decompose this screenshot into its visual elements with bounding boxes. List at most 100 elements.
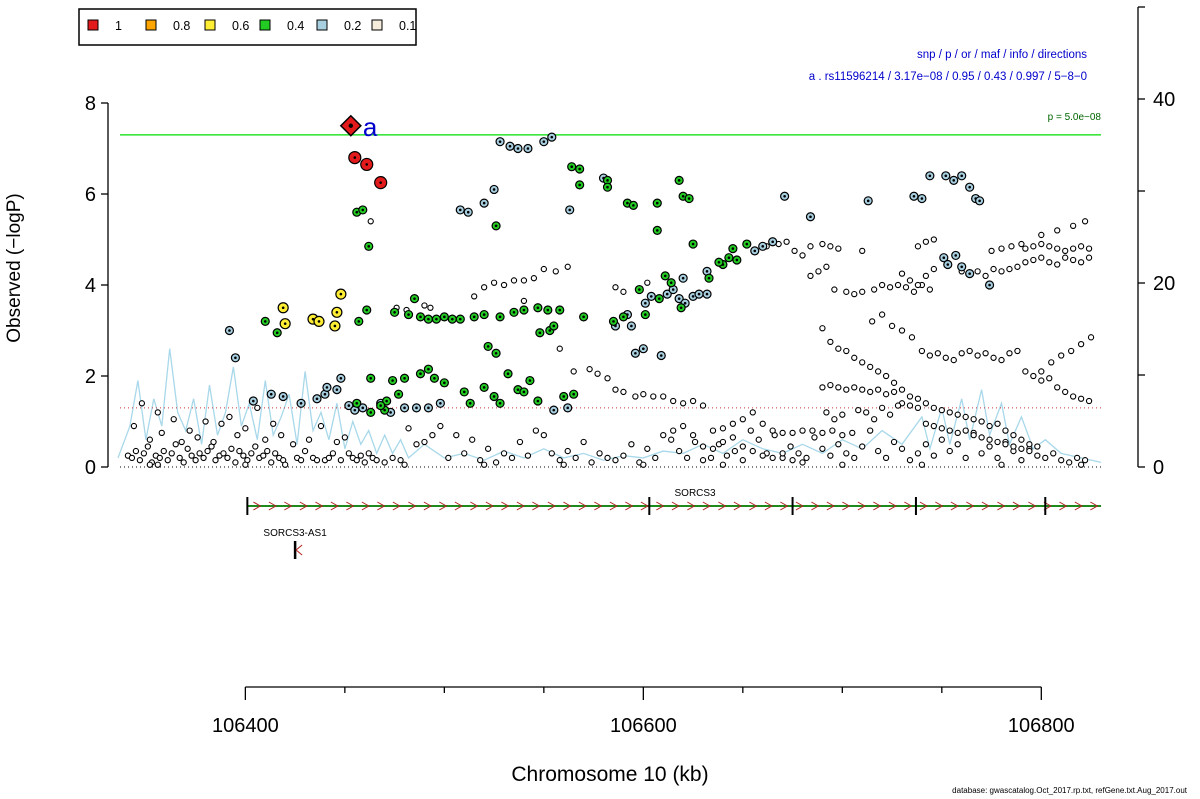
snp-point — [819, 240, 826, 248]
strand-arrow — [516, 501, 525, 511]
strand-arrow — [1074, 501, 1083, 511]
snp-point-center — [968, 272, 971, 275]
snp-point — [660, 431, 667, 439]
snp-point-center — [542, 140, 546, 143]
snp-point — [1087, 334, 1095, 341]
snp-point — [922, 238, 930, 245]
snp-point — [586, 366, 593, 373]
snp-point — [453, 431, 460, 439]
snp-point — [878, 311, 886, 318]
snp-point — [926, 352, 934, 359]
snp-point — [962, 454, 969, 462]
snp-point — [699, 443, 707, 450]
snp-point-center — [379, 404, 382, 407]
snp-point — [954, 441, 961, 448]
snp-point — [799, 252, 806, 259]
snp-point — [851, 384, 858, 391]
snp-point — [500, 281, 508, 289]
snp-point — [878, 404, 886, 411]
snp-point-center — [705, 270, 709, 273]
snp-point — [1048, 359, 1055, 366]
snp-point — [914, 281, 922, 289]
snp-point — [749, 409, 756, 416]
snp-point — [305, 436, 313, 443]
snp-point — [508, 454, 516, 462]
threshold-label: p = 5.0e−08 — [1048, 112, 1102, 123]
snp-point — [596, 450, 603, 457]
snp-point-center — [403, 406, 406, 410]
y-tick-label: 0 — [85, 457, 96, 479]
snp-point — [1062, 388, 1069, 396]
snp-point — [888, 322, 896, 330]
snp-point — [787, 443, 794, 450]
snp-point — [421, 438, 428, 446]
snp-point — [170, 416, 177, 423]
snp-point — [130, 422, 138, 430]
snp-point — [918, 347, 926, 355]
x-axis: 106400 106600 106800 — [212, 686, 1075, 737]
snp-point-center — [365, 308, 369, 312]
snp-point — [829, 427, 836, 434]
snp-point-center — [269, 392, 273, 396]
legend-box — [78, 8, 417, 46]
snp-point-center — [339, 292, 343, 296]
snp-point — [580, 438, 587, 446]
snp-point — [484, 445, 492, 452]
snp-point-center — [347, 404, 351, 407]
snp-point-center — [407, 313, 410, 316]
snp-point-center — [558, 308, 562, 312]
snp-point — [867, 363, 874, 371]
snp-point — [998, 461, 1005, 468]
snp-point — [994, 454, 1001, 462]
strand-arrow — [295, 544, 303, 556]
snp-point — [809, 427, 816, 434]
x-axis-label: Chromosome 10 (kb) — [511, 763, 708, 786]
snp-point — [871, 286, 878, 293]
snp-point-center — [552, 408, 556, 412]
snp-point — [835, 345, 842, 352]
snp-point — [620, 288, 627, 295]
snp-point-center — [281, 395, 285, 398]
snp-point — [282, 461, 289, 468]
snp-point — [650, 393, 657, 400]
legend: 1 0.8 0.6 0.4 0.2 0.1 — [78, 8, 417, 46]
snp-point-center — [665, 292, 669, 296]
snp-point — [689, 397, 697, 405]
snp-point — [978, 450, 985, 457]
snp-point — [353, 457, 360, 464]
snp-point — [819, 445, 826, 452]
snp-point — [1066, 459, 1073, 466]
snp-point-center — [669, 281, 673, 285]
snp-point — [795, 450, 802, 457]
snp-point — [783, 238, 790, 245]
snp-point-center — [228, 329, 231, 332]
snp-point — [1081, 218, 1089, 225]
snp-point-center — [644, 313, 647, 316]
snp-point — [970, 431, 977, 439]
strand-arrow — [795, 501, 804, 511]
snp-point — [769, 427, 776, 434]
snp-point — [1050, 450, 1057, 457]
snp-point — [863, 409, 870, 416]
snp-point — [427, 304, 434, 311]
snp-point — [1018, 436, 1025, 443]
strand-arrow — [485, 501, 494, 511]
strand-arrow — [454, 501, 463, 511]
y-tick-label: 2 — [85, 366, 96, 388]
snp-point-center — [427, 367, 430, 371]
snp-point — [779, 429, 786, 437]
snp-point — [867, 388, 874, 396]
snp-point — [204, 447, 211, 455]
snp-point-center — [644, 301, 647, 305]
snp-point — [807, 272, 814, 280]
snp-point — [938, 406, 945, 414]
snp-point — [1069, 222, 1077, 229]
snp-point — [914, 395, 922, 402]
snp-point — [1038, 254, 1045, 261]
snp-point — [1038, 368, 1045, 375]
lead-snp[interactable] — [339, 114, 362, 137]
snp-point-center — [920, 197, 924, 200]
snp-point — [510, 277, 518, 284]
snp-point-center — [691, 295, 695, 298]
